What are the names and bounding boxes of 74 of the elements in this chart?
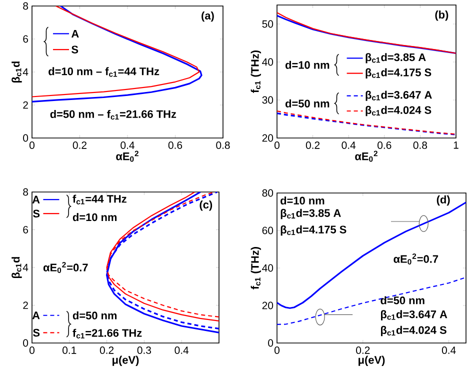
y-tick-label: 4 — [22, 264, 28, 272]
legend-label: S — [33, 210, 40, 218]
annotation: (c) — [200, 200, 212, 211]
annotation: β$_{c1}$d=3.85 A — [280, 208, 341, 220]
x-tick-label: 0.3 — [137, 346, 152, 354]
y-tick-label: 2 — [23, 302, 28, 309]
x-tick-label: 0.8 — [413, 142, 428, 149]
annotation: (d) — [436, 195, 450, 206]
x-tick-label: 0 — [29, 346, 34, 354]
y-tick-label: 20 — [262, 134, 274, 142]
annotation: f$_{c1}$=21.66 THz — [72, 328, 142, 338]
x-tick-label: 0.2 — [100, 346, 114, 354]
legend-label: β$_{c1}$d=4.024 S — [366, 106, 432, 116]
y-axis-title: f$_{c1}$ (THz) — [250, 246, 261, 290]
y-tick-label: 4 — [22, 68, 28, 76]
x-axis-title: μ(eV) — [112, 356, 139, 366]
y-tick-label: 6 — [23, 226, 28, 234]
annotation: d=50 nm — [286, 99, 330, 108]
x-tick-label: 0.6 — [378, 142, 392, 149]
annotation: β$_{c1}$d=4.024 S — [381, 326, 446, 336]
annotation: d=50 nm – f$_{c1}$=21.66 THz — [50, 110, 176, 120]
annotation: f$_{c1}$=44 THz — [72, 194, 126, 204]
legend-label: A — [32, 196, 40, 204]
y-tick-label: 40 — [262, 264, 274, 272]
annotation: d=10 nm — [72, 213, 117, 222]
x-tick-label: 0.2 — [356, 346, 370, 354]
legend-label: β$_{c1}$d=4.175 S — [366, 68, 432, 78]
x-tick-label: 0.2 — [72, 142, 86, 149]
x-axis-title: μ(eV) — [358, 356, 385, 366]
x-tick-label: 0 — [29, 142, 34, 149]
legend-label: A — [71, 30, 79, 38]
y-axis-title: β$_{c1}$d — [12, 257, 22, 278]
annotation: (a) — [202, 11, 214, 22]
y-tick-label: 20 — [262, 302, 274, 310]
y-tick-label: 6 — [23, 35, 28, 43]
y-tick-label: 80 — [262, 189, 274, 197]
legend-label: S — [72, 46, 78, 54]
y-tick-label: 50 — [262, 20, 274, 28]
x-tick-label: 0.4 — [174, 346, 189, 354]
annotation: d=10 nm — [280, 196, 324, 205]
y-axis-title: f$_{c1}$ (THz) — [250, 50, 261, 93]
y-tick-label: 0 — [268, 339, 274, 347]
legend-label: S — [33, 328, 40, 337]
legend-label: β$_{c1}$d=3.647 A — [366, 90, 432, 101]
legend-label: A — [32, 312, 40, 320]
y-tick-label: 0 — [23, 339, 28, 347]
annotation: (b) — [435, 10, 448, 21]
annotation: αE$_{0}$$^{2}$=0.7 — [394, 253, 438, 265]
annotation: d=50 nm — [72, 311, 117, 320]
x-tick-label: 1 — [454, 142, 458, 149]
annotation: β$_{c1}$d=4.175 S — [280, 225, 346, 236]
y-tick-label: 30 — [262, 96, 274, 104]
annotation: d=10 nm – f$_{c1}$=44 THz — [48, 67, 160, 77]
x-tick-label: 0.8 — [216, 142, 230, 149]
y-tick-label: 8 — [23, 2, 28, 10]
x-tick-label: 0.6 — [168, 142, 182, 149]
x-tick-label: 0 — [274, 346, 280, 354]
x-tick-label: 0 — [274, 142, 280, 149]
x-tick-label: 0.2 — [306, 142, 320, 149]
x-tick-label: 0.4 — [120, 142, 134, 149]
annotation: αE$_{0}$$^{2}$=0.7 — [43, 262, 88, 274]
y-axis-title: β$_{c1}$d — [12, 62, 22, 82]
x-tick-label: 0.1 — [62, 346, 76, 354]
annotation: d=10 nm — [286, 60, 330, 69]
annotation: β$_{c1}$d=3.647 A — [381, 310, 448, 320]
y-tick-label: 40 — [262, 58, 274, 66]
x-tick-label: 0.4 — [442, 346, 456, 354]
y-tick-label: 60 — [262, 226, 274, 234]
y-tick-label: 2 — [23, 101, 28, 109]
y-tick-label: 0 — [23, 134, 28, 142]
annotation: d=50 nm — [380, 296, 424, 304]
x-tick-label: 0.4 — [342, 142, 356, 149]
legend-label: β$_{c1}$d=3.85 A — [366, 53, 426, 64]
y-tick-label: 8 — [23, 188, 28, 196]
